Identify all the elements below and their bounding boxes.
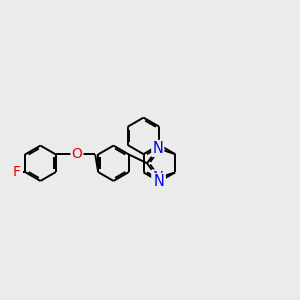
Text: F: F	[13, 165, 21, 179]
Text: N: N	[152, 141, 163, 156]
Text: O: O	[71, 147, 82, 161]
Text: N: N	[152, 170, 163, 185]
Text: N: N	[154, 174, 165, 189]
